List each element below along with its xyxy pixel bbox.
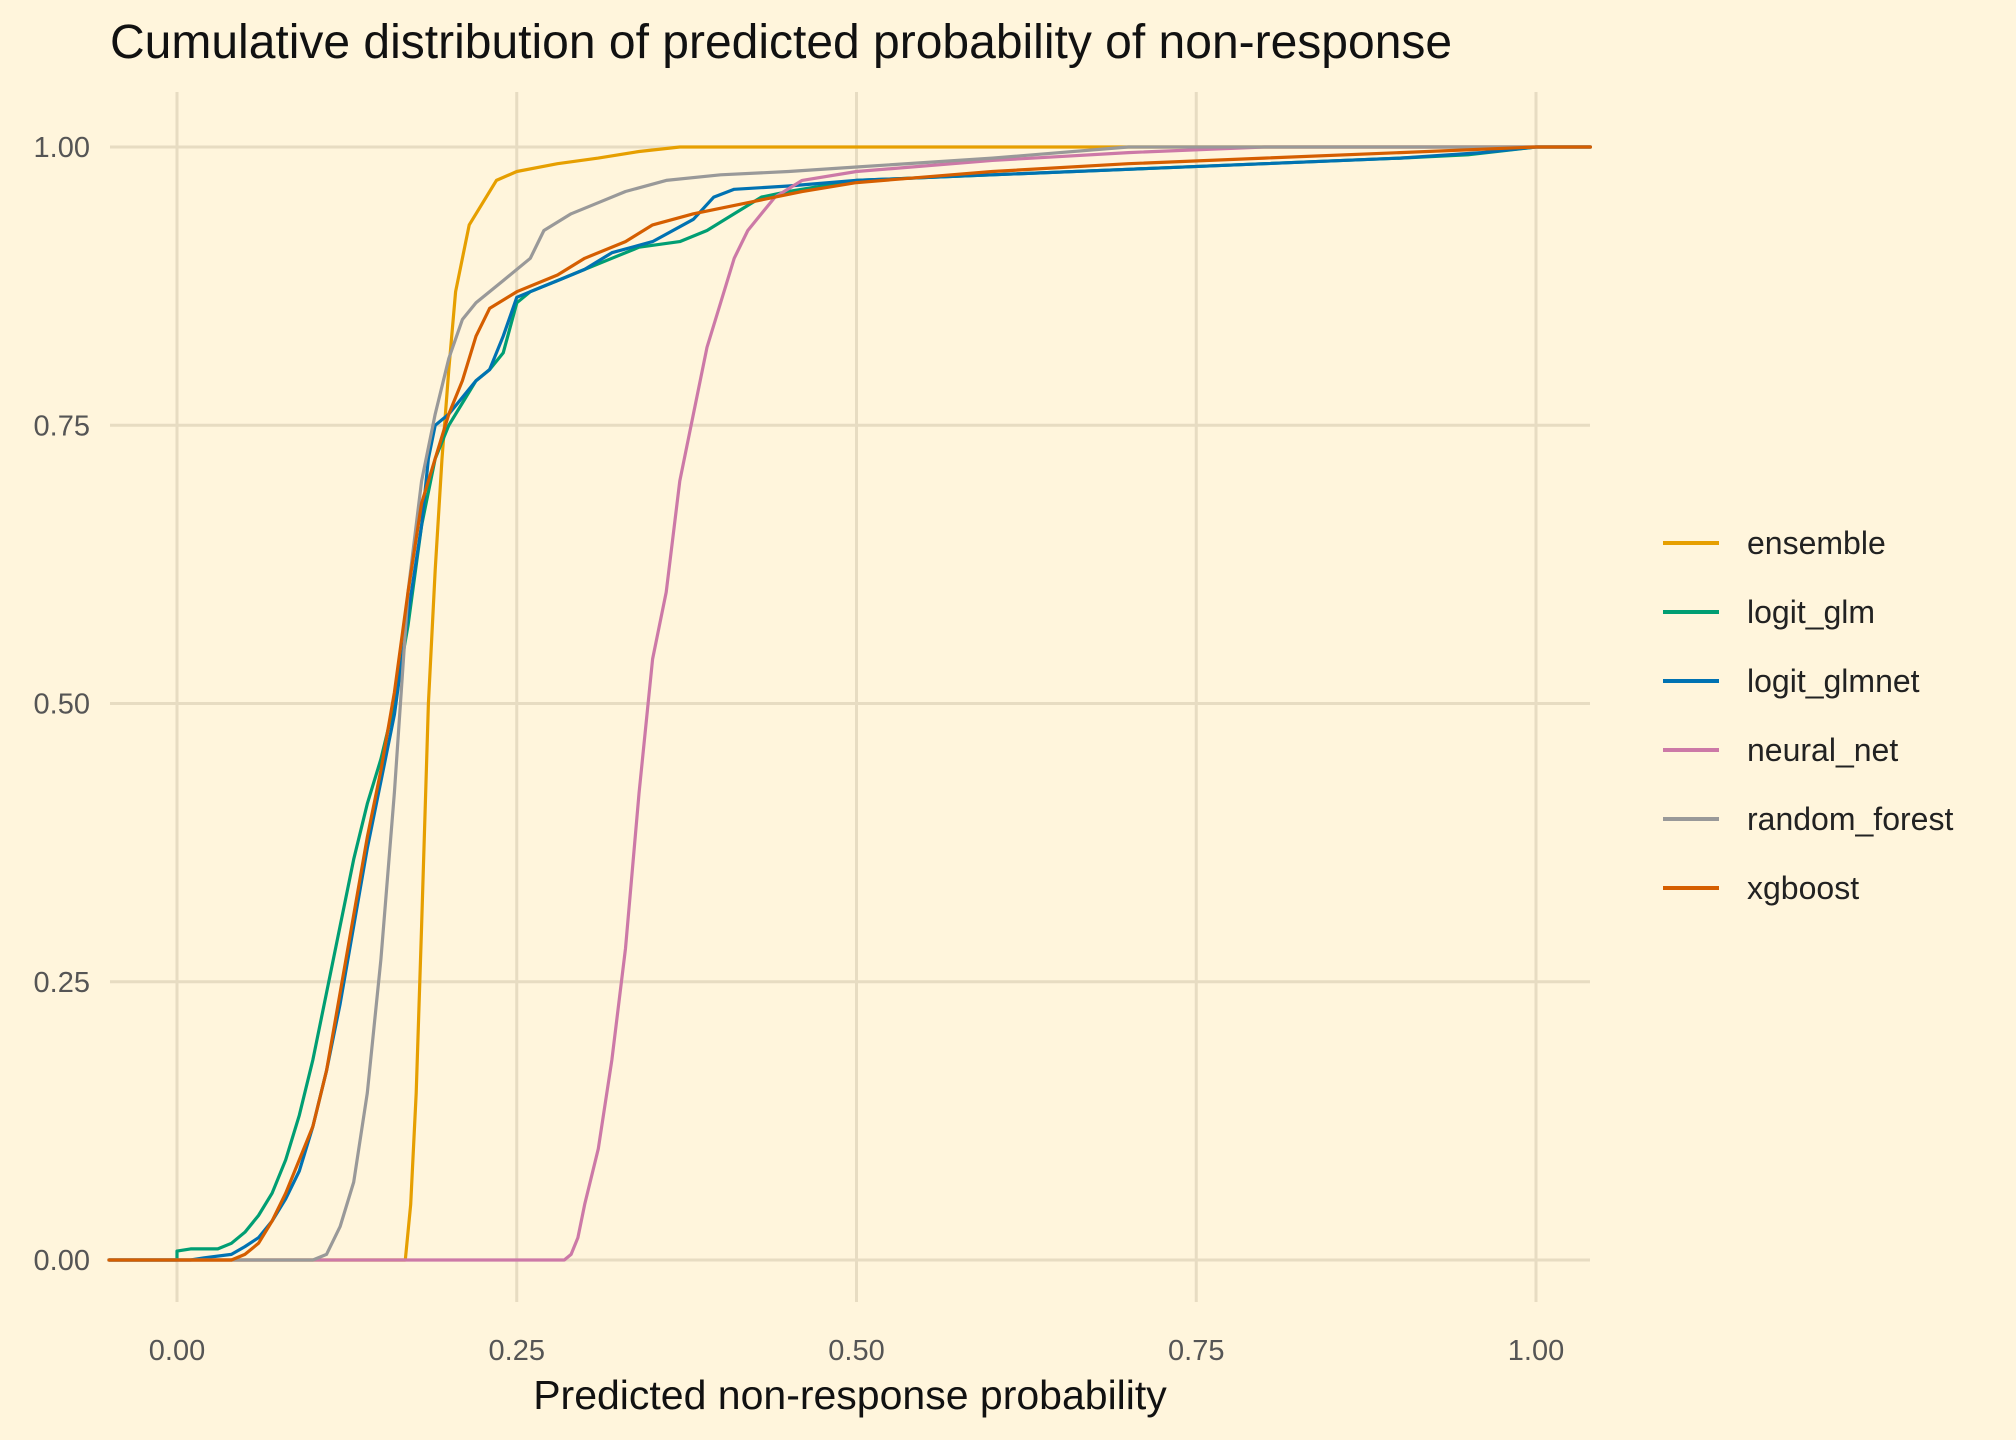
y-tick-label: 0.25 xyxy=(34,967,90,999)
series-line-logit-glmnet xyxy=(107,145,1593,1262)
y-tick-label: 0.50 xyxy=(34,689,90,721)
legend-label: random_forest xyxy=(1747,801,1953,837)
series-line-ensemble xyxy=(107,145,1593,1262)
legend-item-neural-net: neural_net xyxy=(1663,732,1898,768)
y-tick-label: 0.00 xyxy=(34,1245,90,1277)
legend-item-ensemble: ensemble xyxy=(1663,525,1886,561)
x-axis-title: Predicted non-response probability xyxy=(533,1372,1167,1418)
series-line-xgboost xyxy=(107,145,1593,1262)
legend-label: logit_glmnet xyxy=(1747,663,1920,699)
grid xyxy=(110,92,1590,1302)
legend-label: neural_net xyxy=(1747,732,1898,768)
x-tick-label: 0.00 xyxy=(149,1335,205,1367)
legend-label: xgboost xyxy=(1747,870,1859,906)
legend-item-xgboost: xgboost xyxy=(1663,870,1859,906)
x-tick-label: 0.75 xyxy=(1168,1335,1224,1367)
x-tick-label: 1.00 xyxy=(1508,1335,1564,1367)
y-tick-label: 1.00 xyxy=(34,132,90,164)
legend-label: ensemble xyxy=(1747,525,1886,561)
x-tick-label: 0.25 xyxy=(489,1335,545,1367)
legend-item-logit-glmnet: logit_glmnet xyxy=(1663,663,1920,699)
legend-label: logit_glm xyxy=(1747,594,1875,630)
plot-lines xyxy=(107,145,1593,1262)
x-axis-ticks: 0.00 0.25 0.50 0.75 1.00 xyxy=(149,1335,1564,1367)
chart-title: Cumulative distribution of predicted pro… xyxy=(110,16,1452,69)
y-axis-ticks: 0.00 0.25 0.50 0.75 1.00 xyxy=(34,132,90,1277)
series-line-random-forest xyxy=(107,145,1593,1262)
legend: ensemble logit_glm logit_glmnet neural_netr… xyxy=(1663,525,1953,906)
legend-item-logit-glm: logit_glm xyxy=(1663,594,1875,630)
series-line-neural-net xyxy=(107,145,1593,1262)
legend-item-random-forest: random_forest xyxy=(1663,801,1953,837)
x-tick-label: 0.50 xyxy=(828,1335,884,1367)
series-line-logit-glm xyxy=(107,145,1593,1262)
y-tick-label: 0.75 xyxy=(34,410,90,442)
